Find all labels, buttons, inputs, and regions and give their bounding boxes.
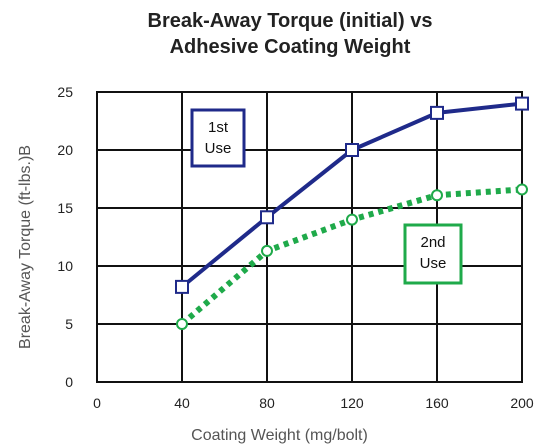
series-label-box-2 [403, 223, 463, 285]
x-tick-label: 0 [93, 395, 101, 411]
grid-layer [96, 91, 523, 383]
y-tick-label: 15 [57, 200, 73, 216]
series-1-point [175, 279, 189, 294]
series-1-point [515, 96, 529, 111]
series-2-point [176, 318, 188, 330]
series-2-point [431, 189, 443, 202]
chart-title-line-1: Break-Away Torque (initial) vs [147, 10, 433, 32]
x-tick-label: 120 [340, 395, 364, 411]
series-label-text: 1st [208, 119, 229, 136]
series-1-point [260, 210, 274, 225]
axis-layer: 0 5 10 15 20 25 0 40 80 120 160 200 Coating Weight (… [17, 84, 534, 444]
series-1-point [430, 105, 444, 120]
series-2-point [261, 244, 273, 257]
series-1-point [345, 143, 359, 157]
x-tick-label: 200 [510, 395, 534, 411]
x-tick-label: 80 [259, 395, 275, 411]
y-axis-label: Break-Away Torque (ft-lbs.)B [17, 145, 34, 349]
y-tick-label: 5 [65, 316, 73, 332]
series-2-point [346, 213, 358, 226]
y-tick-label: 25 [57, 84, 73, 100]
series-label-text: 2nd [420, 234, 445, 251]
y-tick-label: 20 [57, 142, 73, 158]
series-label-text: Use [420, 255, 447, 272]
series-label-box-1 [190, 108, 246, 168]
series-label-text: Use [205, 140, 232, 157]
x-tick-label: 160 [425, 395, 449, 411]
chart-title-line-2: Adhesive Coating Weight [169, 36, 411, 58]
x-axis-label: Coating Weight (mg/bolt) [191, 427, 368, 444]
label-layer: 1st Use 2nd Use [190, 108, 463, 285]
y-tick-label: 10 [57, 258, 73, 274]
series-layer [175, 96, 529, 330]
y-tick-label: 0 [65, 374, 73, 390]
x-tick-label: 40 [174, 395, 190, 411]
series-2-point [516, 183, 528, 196]
